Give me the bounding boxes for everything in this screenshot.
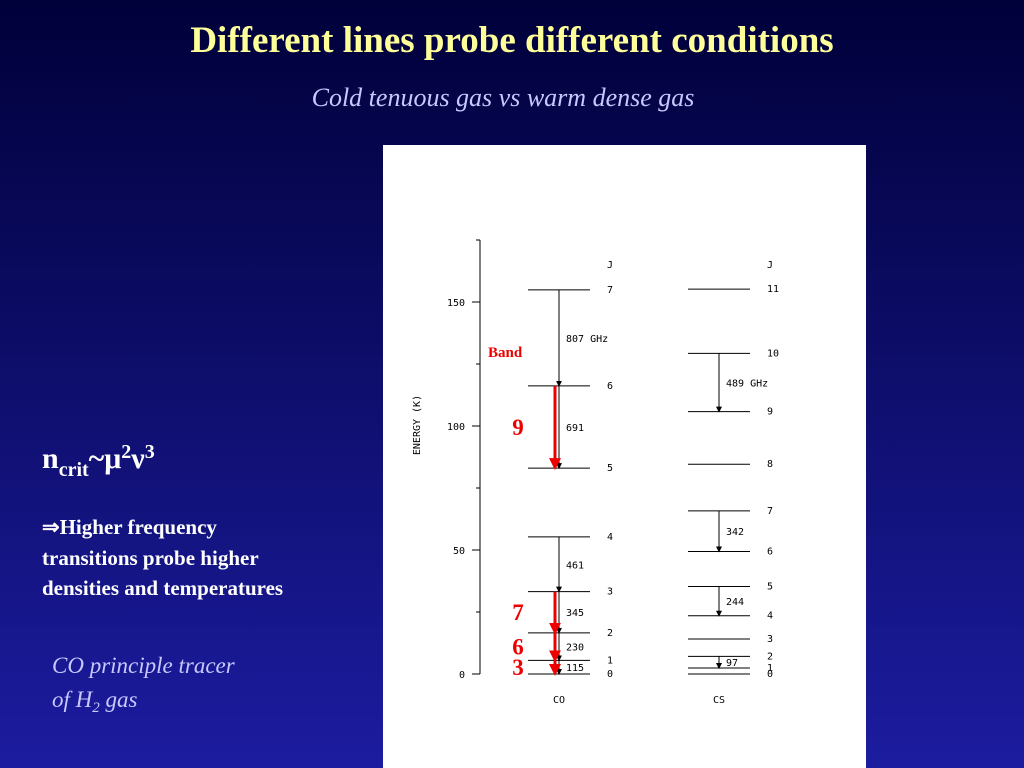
j-label: 7: [767, 506, 773, 517]
y-tick-label: 100: [447, 422, 465, 433]
formula-part: ν: [130, 442, 145, 475]
j-label: 1: [607, 655, 613, 666]
j-label: 0: [607, 669, 613, 680]
y-tick-label: 50: [453, 546, 465, 557]
band-label: Band: [488, 345, 523, 361]
j-label: 4: [607, 532, 613, 543]
j-label: 1: [767, 663, 773, 674]
tracer-part: of H: [52, 687, 94, 712]
j-label: 6: [607, 381, 613, 392]
tracer-line: CO principle tracer: [52, 653, 236, 678]
transition-label: 461: [566, 560, 584, 571]
transition-label: 342: [726, 527, 744, 538]
j-label: 3: [767, 634, 773, 645]
formula-part: 2: [121, 441, 131, 463]
j-header: J: [767, 260, 773, 271]
molecule-name: CS: [713, 695, 725, 706]
j-label: 5: [767, 581, 773, 592]
j-label: 11: [767, 284, 779, 295]
formula-part: 3: [145, 441, 155, 463]
tracer-part: gas: [100, 687, 138, 712]
transition-label: 115: [566, 663, 584, 674]
band-number: 6: [512, 635, 524, 660]
band-number: 7: [512, 600, 524, 625]
transition-label: 97: [726, 658, 738, 669]
y-tick-label: 0: [459, 670, 465, 681]
transition-label: 489 GHz: [726, 378, 768, 389]
j-label: 4: [767, 611, 773, 622]
band-number: 9: [512, 415, 524, 440]
j-header: J: [607, 260, 613, 271]
transition-label: 244: [726, 597, 744, 608]
band-number: 3: [512, 655, 524, 680]
bullet-line: densities and temperatures: [42, 576, 283, 600]
j-label: 8: [767, 459, 773, 470]
formula-part: n: [42, 442, 59, 475]
molecule-name: CO: [553, 695, 565, 706]
formula-part: ~μ: [89, 442, 122, 475]
j-label: 10: [767, 348, 779, 359]
j-label: 3: [607, 587, 613, 598]
tracer-line: of H2 gas: [52, 687, 138, 716]
tracer: CO principle tracer of H2 gas: [52, 653, 236, 716]
transition-label: 807 GHz: [566, 334, 608, 345]
j-label: 2: [607, 628, 613, 639]
axis-label: ENERGY (K): [412, 395, 423, 455]
j-label: 5: [607, 463, 613, 474]
transition-label: 691: [566, 423, 584, 434]
transition-label: 230: [566, 643, 584, 654]
bullet: ⇒Higher frequency transitions probe high…: [42, 515, 283, 600]
subtitle: Cold tenuous gas vs warm dense gas: [312, 83, 695, 112]
diagram-panel: [383, 145, 866, 768]
j-label: 2: [767, 651, 773, 662]
j-label: 6: [767, 546, 773, 557]
transition-label: 345: [566, 608, 584, 619]
j-label: 9: [767, 407, 773, 418]
j-label: 7: [607, 285, 613, 296]
j-label: 0: [767, 669, 773, 680]
y-tick-label: 150: [447, 298, 465, 309]
bullet-line: transitions probe higher: [42, 546, 259, 570]
formula-part: crit: [59, 459, 89, 481]
bullet-line: ⇒Higher frequency: [42, 515, 217, 539]
tracer-part: 2: [92, 700, 100, 716]
title: Different lines probe different conditio…: [190, 20, 833, 61]
formula: ncrit~μ2ν3: [42, 441, 155, 481]
